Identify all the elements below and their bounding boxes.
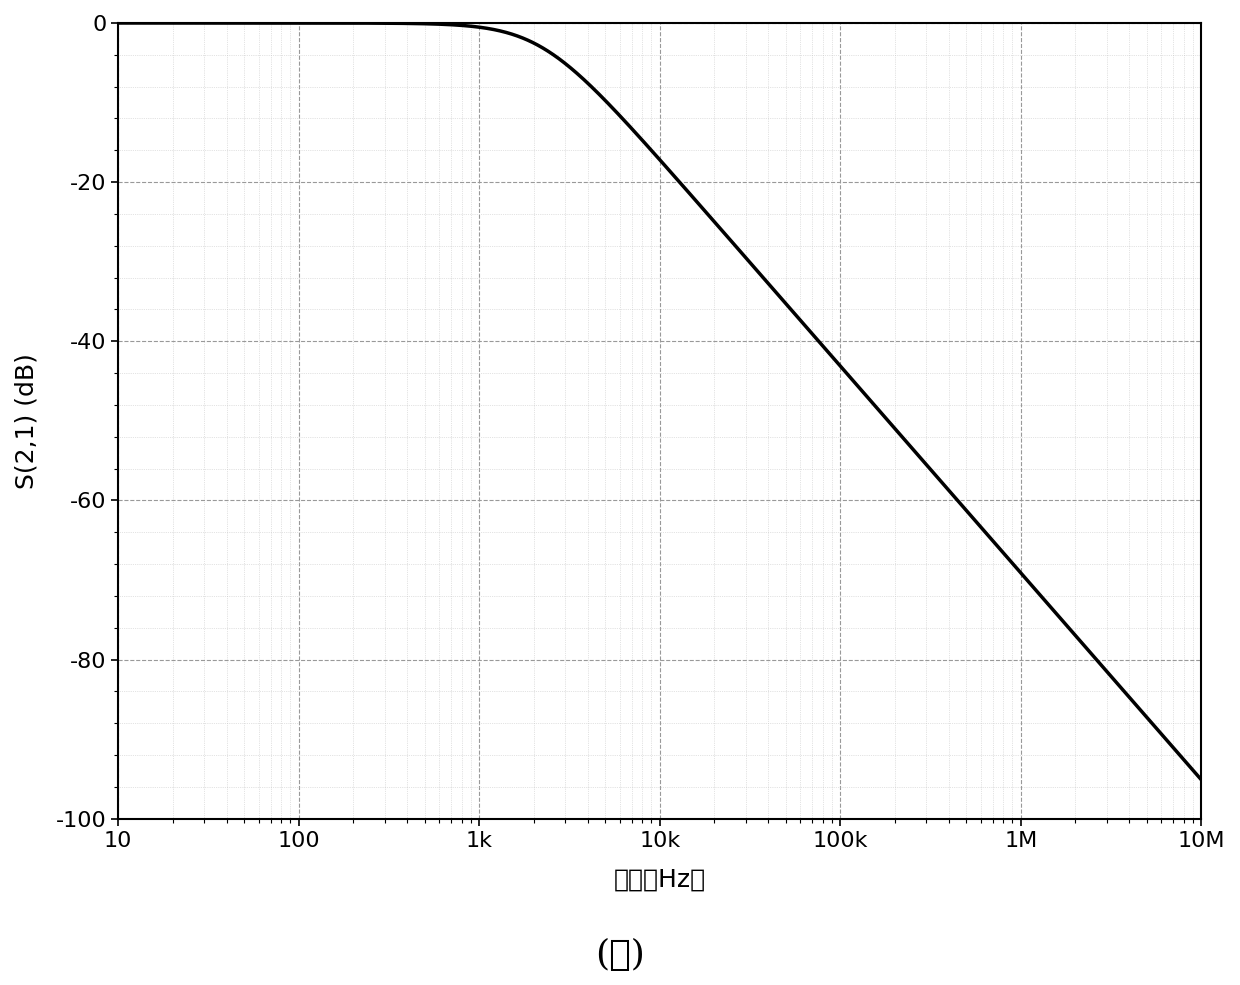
X-axis label: 频率（Hz）: 频率（Hz） xyxy=(614,867,706,891)
Text: (ａ): (ａ) xyxy=(595,939,645,972)
Y-axis label: S(2,1) (dB): S(2,1) (dB) xyxy=(15,353,38,489)
